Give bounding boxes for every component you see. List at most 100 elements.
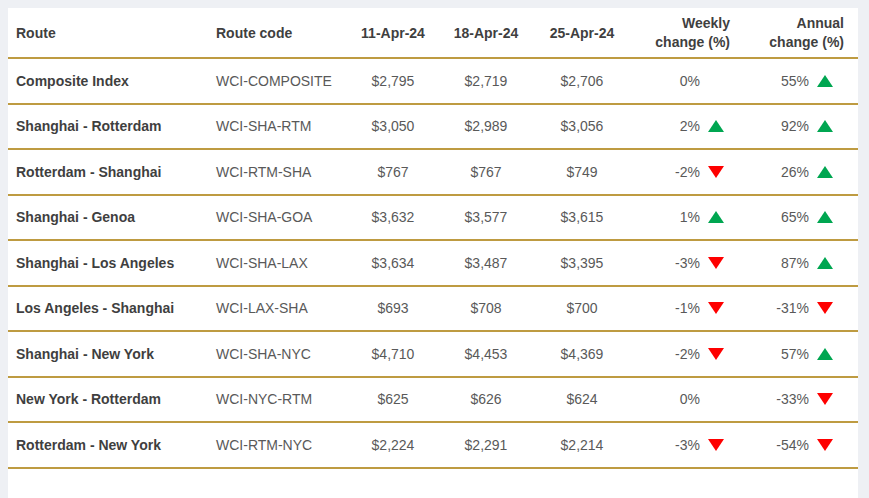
route-name: Shanghai - Los Angeles — [8, 240, 208, 286]
route-code: WCI-RTM-SHA — [208, 149, 346, 195]
down-triangle-icon — [708, 302, 724, 314]
route-name: Shanghai - New York — [8, 331, 208, 377]
weekly-change-value: 0% — [680, 391, 700, 407]
table-row: New York - Rotterdam WCI-NYC-RTM $625 $6… — [8, 377, 858, 423]
rate-18-apr: $2,291 — [440, 422, 532, 468]
table-row: Rotterdam - Shanghai WCI-RTM-SHA $767 $7… — [8, 149, 858, 195]
annual-change-value: 26% — [781, 164, 809, 180]
route-code: WCI-SHA-GOA — [208, 195, 346, 241]
rate-18-apr: $708 — [440, 286, 532, 332]
col-header-route: Route — [8, 8, 208, 58]
weekly-change-value: -2% — [675, 164, 700, 180]
weekly-change-cell: 2% — [632, 104, 740, 150]
rate-25-apr: $3,395 — [532, 240, 632, 286]
weekly-change-value: 2% — [680, 118, 700, 134]
down-triangle-icon — [817, 302, 833, 314]
rate-18-apr: $4,453 — [440, 331, 532, 377]
table-header: Route Route code 11-Apr-24 18-Apr-24 25-… — [8, 8, 858, 58]
rate-11-apr: $3,632 — [346, 195, 440, 241]
route-name: Rotterdam - New York — [8, 422, 208, 468]
weekly-change-cell: 0% — [632, 58, 740, 104]
rate-11-apr: $693 — [346, 286, 440, 332]
annual-change-value: 65% — [781, 209, 809, 225]
down-triangle-icon — [708, 257, 724, 269]
down-triangle-icon — [817, 439, 833, 451]
down-triangle-icon — [708, 348, 724, 360]
table-row: Shanghai - New York WCI-SHA-NYC $4,710 $… — [8, 331, 858, 377]
rate-18-apr: $3,577 — [440, 195, 532, 241]
weekly-change-cell: -2% — [632, 149, 740, 195]
route-code: WCI-SHA-RTM — [208, 104, 346, 150]
rate-25-apr: $2,214 — [532, 422, 632, 468]
rate-25-apr: $3,615 — [532, 195, 632, 241]
annual-change-value: -54% — [776, 437, 809, 453]
annual-change-label-line1: Annual — [740, 14, 844, 33]
down-triangle-icon — [708, 439, 724, 451]
route-name: New York - Rotterdam — [8, 377, 208, 423]
annual-change-cell: 55% — [740, 58, 858, 104]
up-triangle-icon — [817, 75, 833, 87]
annual-change-value: -33% — [776, 391, 809, 407]
table-row: Shanghai - Genoa WCI-SHA-GOA $3,632 $3,5… — [8, 195, 858, 241]
annual-change-value: -31% — [776, 300, 809, 316]
col-header-date-3: 25-Apr-24 — [532, 8, 632, 58]
down-triangle-icon — [708, 166, 724, 178]
route-name: Composite Index — [8, 58, 208, 104]
weekly-change-cell: -3% — [632, 240, 740, 286]
route-code: WCI-RTM-NYC — [208, 422, 346, 468]
table-row: Rotterdam - New York WCI-RTM-NYC $2,224 … — [8, 422, 858, 468]
rate-18-apr: $2,719 — [440, 58, 532, 104]
weekly-change-cell: -3% — [632, 422, 740, 468]
weekly-change-value: -1% — [675, 300, 700, 316]
up-triangle-icon — [708, 120, 724, 132]
rate-11-apr: $767 — [346, 149, 440, 195]
table-row: Shanghai - Rotterdam WCI-SHA-RTM $3,050 … — [8, 104, 858, 150]
rate-18-apr: $626 — [440, 377, 532, 423]
route-code: WCI-COMPOSITE — [208, 58, 346, 104]
col-header-date-2: 18-Apr-24 — [440, 8, 532, 58]
rate-11-apr: $2,795 — [346, 58, 440, 104]
weekly-change-value: -3% — [675, 255, 700, 271]
weekly-change-cell: -2% — [632, 331, 740, 377]
rate-11-apr: $625 — [346, 377, 440, 423]
annual-change-value: 92% — [781, 118, 809, 134]
route-code: WCI-SHA-NYC — [208, 331, 346, 377]
col-header-weekly-change: Weekly change (%) — [632, 8, 740, 58]
weekly-change-cell: 1% — [632, 195, 740, 241]
annual-change-cell: -33% — [740, 377, 858, 423]
annual-change-cell: 26% — [740, 149, 858, 195]
up-triangle-icon — [708, 211, 724, 223]
up-triangle-icon — [817, 120, 833, 132]
annual-change-cell: 92% — [740, 104, 858, 150]
table-body: Composite Index WCI-COMPOSITE $2,795 $2,… — [8, 58, 858, 468]
weekly-change-label-line2: change (%) — [632, 33, 730, 52]
col-header-date-1: 11-Apr-24 — [346, 8, 440, 58]
annual-change-label-line2: change (%) — [740, 33, 844, 52]
annual-change-cell: -31% — [740, 286, 858, 332]
table-row: Los Angeles - Shanghai WCI-LAX-SHA $693 … — [8, 286, 858, 332]
header-row: Route Route code 11-Apr-24 18-Apr-24 25-… — [8, 8, 858, 58]
rate-11-apr: $3,050 — [346, 104, 440, 150]
weekly-change-value: -2% — [675, 346, 700, 362]
col-header-annual-change: Annual change (%) — [740, 8, 858, 58]
weekly-change-value: 0% — [680, 73, 700, 89]
rate-11-apr: $3,634 — [346, 240, 440, 286]
weekly-change-cell: 0% — [632, 377, 740, 423]
up-triangle-icon — [817, 348, 833, 360]
rate-25-apr: $700 — [532, 286, 632, 332]
rate-18-apr: $2,989 — [440, 104, 532, 150]
up-triangle-icon — [817, 257, 833, 269]
weekly-change-value: 1% — [680, 209, 700, 225]
route-code: WCI-NYC-RTM — [208, 377, 346, 423]
rates-table-container: Route Route code 11-Apr-24 18-Apr-24 25-… — [8, 8, 858, 498]
annual-change-value: 55% — [781, 73, 809, 89]
annual-change-cell: 65% — [740, 195, 858, 241]
route-name: Los Angeles - Shanghai — [8, 286, 208, 332]
table-row: Composite Index WCI-COMPOSITE $2,795 $2,… — [8, 58, 858, 104]
annual-change-cell: -54% — [740, 422, 858, 468]
rate-18-apr: $3,487 — [440, 240, 532, 286]
rate-25-apr: $749 — [532, 149, 632, 195]
rate-11-apr: $4,710 — [346, 331, 440, 377]
route-name: Rotterdam - Shanghai — [8, 149, 208, 195]
rate-18-apr: $767 — [440, 149, 532, 195]
